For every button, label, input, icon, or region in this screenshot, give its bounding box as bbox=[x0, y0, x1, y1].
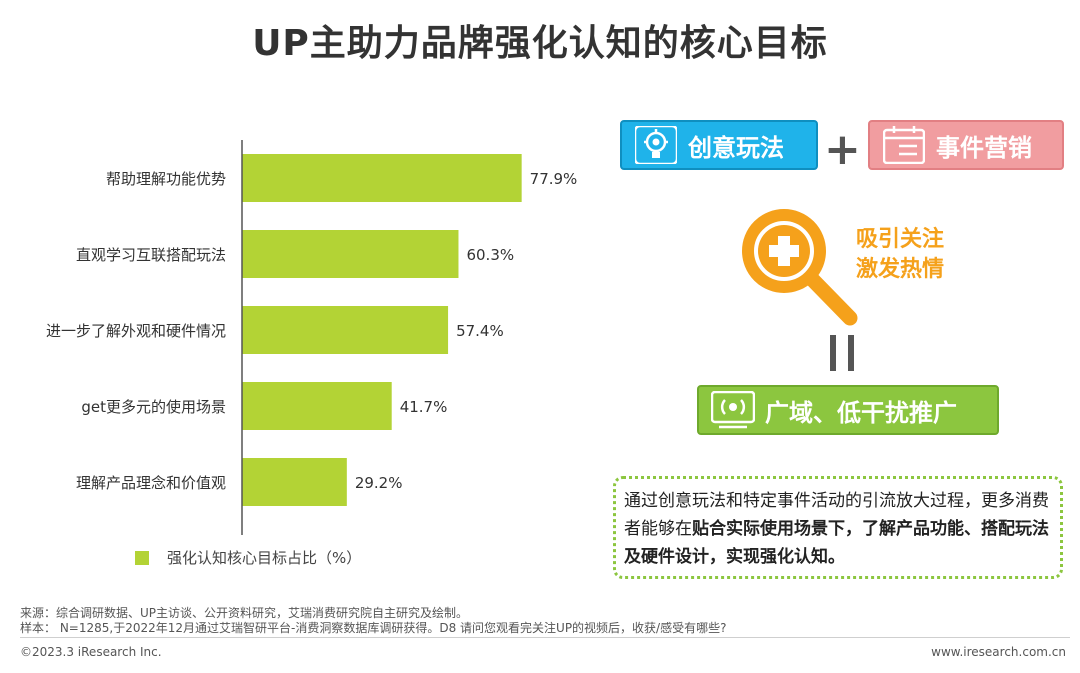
footer-divider bbox=[20, 637, 1070, 638]
bar bbox=[242, 458, 347, 506]
category-label: 进一步了解外观和硬件情况 bbox=[46, 322, 226, 340]
plus-sign: + bbox=[824, 124, 861, 175]
value-label: 41.7% bbox=[400, 398, 448, 416]
page-title: UP主助力品牌强化认知的核心目标 bbox=[252, 23, 828, 64]
event-marketing-label: 事件营销 bbox=[936, 133, 1032, 162]
sample-note: 样本： N=1285,于2022年12月通过艾瑞智研平台-消费洞察数据库调研获得… bbox=[20, 621, 727, 635]
broad-reach-label: 广域、低干扰推广 bbox=[765, 398, 957, 427]
bar bbox=[242, 230, 459, 278]
value-label: 60.3% bbox=[466, 246, 514, 264]
bar bbox=[242, 154, 522, 202]
website: www.iresearch.com.cn bbox=[931, 645, 1066, 659]
creative-play-pill: 创意玩法 bbox=[620, 120, 818, 170]
lightbulb-gear-icon bbox=[634, 125, 678, 165]
magnifier-plus-icon bbox=[742, 209, 858, 326]
bar bbox=[242, 382, 392, 430]
broadcast-screen-icon bbox=[711, 390, 755, 430]
bar-chart: 帮助理解功能优势 77.9% 直观学习互联搭配玩法 60.3% 进一步了解外观和硬件情况… bbox=[46, 140, 578, 535]
event-marketing-pill: 事件营销 bbox=[868, 120, 1064, 170]
category-label: 帮助理解功能优势 bbox=[106, 170, 226, 188]
broad-reach-pill: 广域、低干扰推广 bbox=[697, 385, 999, 435]
equals-sign bbox=[830, 335, 854, 371]
attract-line-1: 吸引关注 bbox=[856, 227, 945, 252]
description-bold-text: 贴合实际使用场景下，了解产品功能、搭配玩法及硬件设计，实现强化认知。 bbox=[624, 519, 1049, 567]
description-box: 通过创意玩法和特定事件活动的引流放大过程，更多消费者能够在贴合实际使用场景下，了… bbox=[613, 476, 1063, 579]
attract-line-2: 激发热情 bbox=[856, 257, 945, 282]
source-note: 来源：综合调研数据、UP主访谈、公开资料研究，艾瑞消费研究院自主研究及绘制。 bbox=[20, 606, 469, 620]
category-label: 直观学习互联搭配玩法 bbox=[76, 246, 226, 264]
value-label: 29.2% bbox=[355, 474, 403, 492]
creative-play-label: 创意玩法 bbox=[688, 133, 784, 162]
value-label: 77.9% bbox=[530, 170, 578, 188]
value-label: 57.4% bbox=[456, 322, 504, 340]
legend-swatch bbox=[135, 550, 149, 565]
attract-text: 吸引关注 激发热情 bbox=[856, 225, 944, 285]
description-text: 通过创意玩法和特定事件活动的引流放大过程，更多消费者能够在 bbox=[624, 491, 1049, 539]
chart-legend: 强化认知核心目标占比（%） bbox=[135, 547, 361, 568]
category-label: 理解产品理念和价值观 bbox=[76, 474, 226, 492]
calendar-icon bbox=[882, 125, 926, 165]
bar bbox=[242, 306, 449, 354]
category-label: get更多元的使用场景 bbox=[81, 398, 226, 416]
legend-label: 强化认知核心目标占比（%） bbox=[167, 549, 362, 567]
copyright: ©2023.3 iResearch Inc. bbox=[20, 645, 162, 659]
